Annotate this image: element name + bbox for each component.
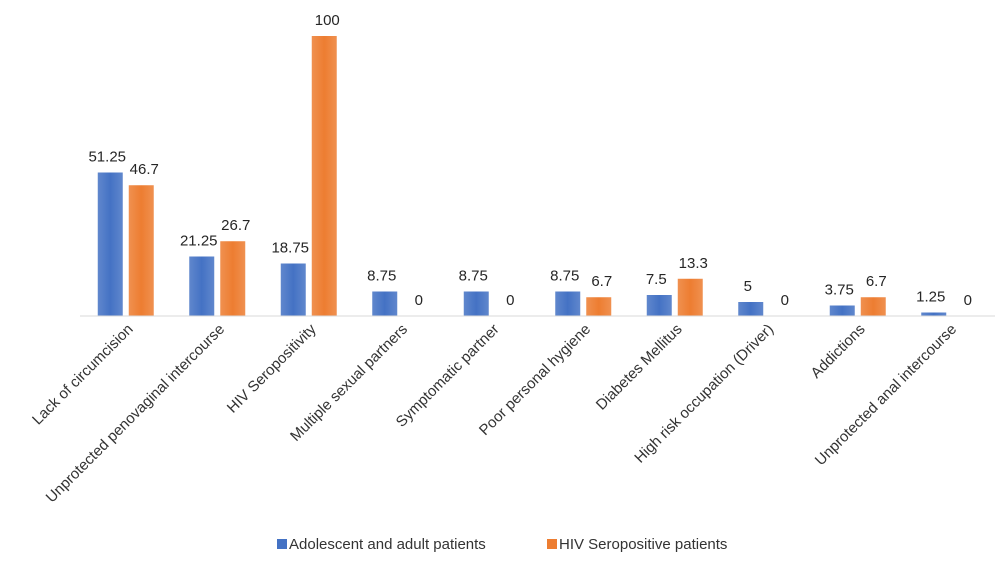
legend-label: Adolescent and adult patients [289, 536, 486, 553]
data-label: 8.75 [367, 268, 396, 285]
bar-adolescent-adult-4 [463, 291, 489, 316]
data-label: 0 [506, 292, 514, 309]
bar-hiv-seropositive-8 [860, 297, 886, 316]
data-label: 8.75 [550, 268, 579, 285]
bar-adolescent-adult-1 [189, 256, 215, 316]
category-label: Unprotected penovaginal intercourse [43, 321, 228, 506]
bar-adolescent-adult-7 [738, 302, 764, 316]
data-label: 18.75 [271, 240, 309, 257]
category-label: Diabetes Mellitus [593, 321, 686, 414]
data-label: 6.7 [591, 273, 612, 290]
data-label: 0 [781, 292, 789, 309]
category-label: Lack of circumcision [29, 321, 137, 429]
bar-hiv-seropositive-2 [311, 36, 337, 316]
bar-adolescent-adult-2 [280, 263, 306, 316]
data-label: 21.25 [180, 233, 218, 250]
data-label: 26.7 [221, 217, 250, 234]
bar-adolescent-adult-0 [97, 172, 123, 316]
data-label: 0 [415, 292, 423, 309]
bar-adolescent-adult-5 [555, 291, 581, 316]
data-label: 100 [315, 12, 340, 29]
data-label: 51.25 [88, 149, 126, 166]
data-label: 5 [744, 278, 752, 295]
data-label: 13.3 [679, 255, 708, 272]
data-label: 8.75 [459, 268, 488, 285]
bar-hiv-seropositive-0 [128, 185, 154, 316]
data-label: 3.75 [825, 282, 854, 299]
bar-adolescent-adult-9 [921, 312, 947, 316]
data-label: 46.7 [130, 161, 159, 178]
legend-swatch-hiv-seropositive [547, 539, 557, 549]
category-label: HIV Seropositivity [224, 320, 320, 416]
data-label: 6.7 [866, 273, 887, 290]
category-label: Addictions [808, 321, 869, 382]
legend: Adolescent and adult patients HIV Seropos… [277, 536, 727, 553]
data-label: 7.5 [646, 271, 667, 288]
bar-adolescent-adult-8 [829, 305, 855, 316]
bar-adolescent-adult-6 [646, 295, 672, 316]
legend-swatch-adolescent-adult [277, 539, 287, 549]
category-label: Symptomatic partner [393, 321, 503, 431]
bar-hiv-seropositive-6 [677, 278, 703, 316]
bar-hiv-seropositive-5 [586, 297, 612, 316]
legend-label: HIV Seropositive patients [559, 536, 727, 553]
data-label: 0 [964, 292, 972, 309]
data-label: 1.25 [916, 289, 945, 306]
bar-adolescent-adult-3 [372, 291, 398, 316]
bar-hiv-seropositive-1 [220, 241, 246, 316]
value-labels-layer: 51.2546.721.2526.718.751008.7508.7508.75… [88, 12, 971, 309]
bars-layer [97, 36, 947, 316]
